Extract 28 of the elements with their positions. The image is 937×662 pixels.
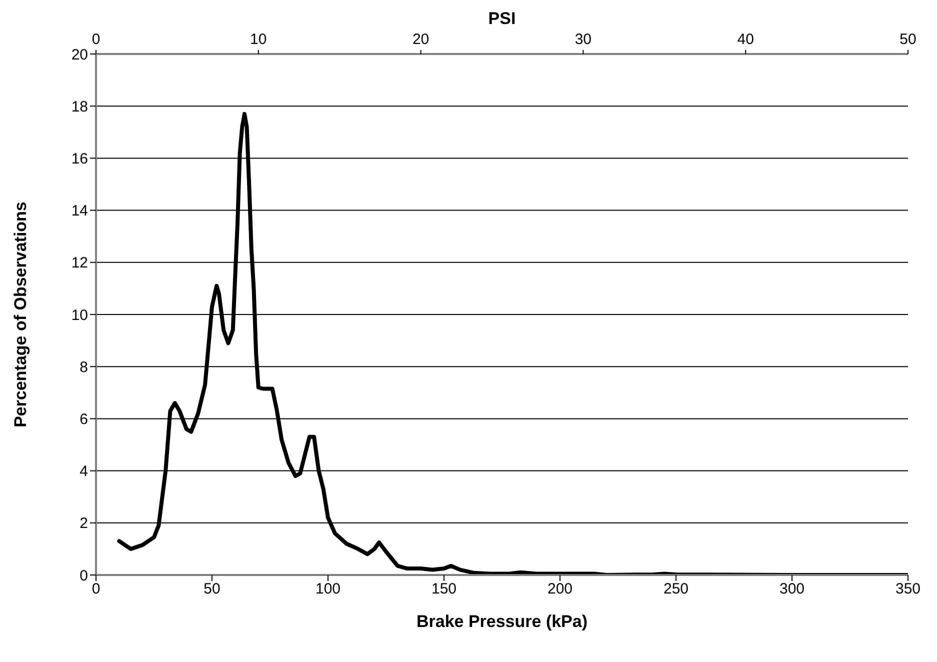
x-axis-title: Brake Pressure (kPa) [416,612,588,631]
y-tick-label: 14 [71,202,88,220]
x-tick-label: 100 [315,580,341,598]
x-tick-label: 300 [779,580,805,598]
x-tick-label: 150 [431,580,457,598]
x2-tick-label: 50 [900,31,916,48]
y-tick-label: 4 [80,463,88,480]
x2-tick-label: 30 [574,31,592,48]
y-tick-label: 6 [80,411,88,428]
x-tick-label: 200 [547,580,573,598]
x2-axis-title: PSI [488,9,516,28]
y-tick-label: 2 [80,515,88,532]
x2-tick-label: 10 [250,31,267,48]
x-tick-label: 0 [92,580,100,598]
x-tick-label: 350 [895,580,921,598]
y-tick-label: 16 [71,150,88,168]
x2-tick-label: 40 [737,31,754,48]
y-tick-label: 12 [71,254,88,272]
y-tick-label: 20 [71,46,88,64]
y-tick-label: 10 [71,306,88,324]
x-tick-label: 250 [663,580,689,598]
y-tick-label: 18 [71,98,88,116]
x-tick-label: 50 [204,580,220,598]
x2-tick-label: 20 [412,31,430,48]
x2-tick-label: 0 [92,31,100,48]
y-tick-label: 8 [80,358,88,376]
y-tick-label: 0 [80,567,88,584]
y-axis-title: Percentage of Observations [11,202,30,428]
